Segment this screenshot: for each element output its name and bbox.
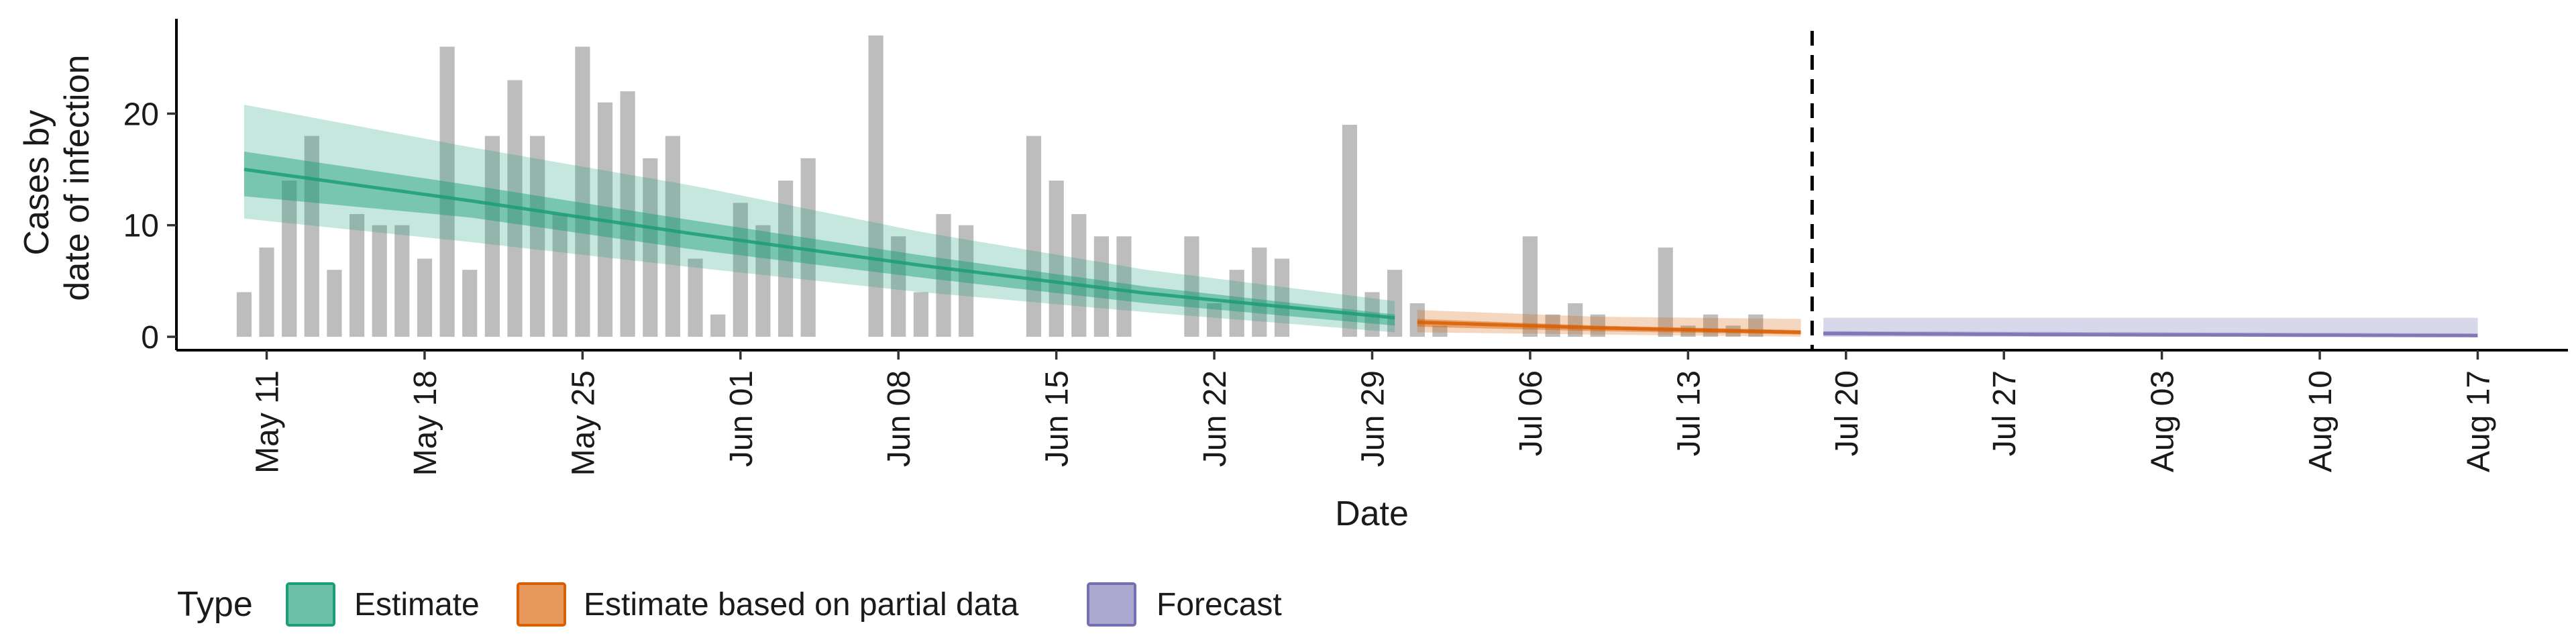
- bar-observed-cases: [1207, 303, 1222, 337]
- bar-observed-cases: [552, 214, 568, 337]
- y-tick-label: 0: [141, 320, 159, 356]
- bar-observed-cases: [800, 158, 816, 337]
- bar-observed-cases: [1252, 248, 1267, 337]
- median-line-forecast: [1823, 331, 2478, 337]
- axes: 0 10 20 May 11 May 18 May 25 Jun 01 Jun 08 Jun 1…: [123, 19, 2568, 476]
- x-tick-label: May 18: [408, 370, 443, 476]
- bar-observed-cases: [665, 136, 680, 337]
- bar-observed-cases: [1116, 236, 1132, 337]
- plot-area: [236, 31, 2478, 350]
- bar-observed-cases: [1387, 270, 1403, 337]
- bar-observed-cases: [372, 225, 387, 337]
- band-inner-estimate: [244, 151, 1395, 326]
- bar-observed-cases: [1522, 236, 1538, 337]
- bar-observed-cases: [868, 35, 883, 337]
- median-line-estimate: [244, 168, 1395, 320]
- bar-observed-cases: [439, 46, 455, 337]
- legend-key-estimate: [286, 582, 335, 627]
- x-tick-label: Jul 06: [1513, 370, 1549, 456]
- x-tick-label: May 25: [566, 370, 601, 476]
- x-tick-label: Aug 17: [2461, 370, 2497, 472]
- x-tick-label: May 11: [250, 370, 286, 474]
- x-tick-label: Jul 27: [1987, 370, 2023, 456]
- x-tick-label: Jun 22: [1197, 370, 1233, 467]
- x-tick-label: Jun 15: [1040, 370, 1075, 467]
- legend-key-forecast: [1087, 582, 1136, 627]
- x-tick-label: Jun 08: [881, 370, 917, 467]
- bar-observed-cases: [462, 270, 478, 337]
- bar-observed-cases: [1026, 136, 1042, 337]
- bar-observed-cases: [282, 180, 297, 337]
- bar-observed-cases: [417, 258, 433, 337]
- x-tick-label: Aug 03: [2145, 370, 2181, 472]
- band-outer-estimate: [244, 105, 1395, 333]
- bar-observed-cases: [350, 214, 365, 337]
- bar-observed-cases: [1071, 214, 1087, 337]
- median-line-partial: [1417, 320, 1801, 334]
- y-axis-title-line-1: Cases by: [17, 110, 56, 256]
- bar-observed-cases: [394, 225, 410, 337]
- y-tick-label: 10: [123, 209, 159, 244]
- bar-observed-cases: [710, 314, 726, 337]
- y-axis-title-line-2: date of infection: [58, 54, 97, 301]
- bar-observed-cases: [236, 292, 252, 337]
- bar-observed-cases: [1432, 325, 1448, 337]
- x-tick-label: Jul 13: [1671, 370, 1707, 456]
- bar-observed-cases: [1184, 236, 1199, 337]
- x-axis-title: Date: [1335, 494, 1409, 533]
- bar-observed-cases: [688, 258, 703, 337]
- bar-observed-cases: [1274, 258, 1290, 337]
- x-tick-label: Jun 29: [1356, 370, 1391, 467]
- bar-observed-cases: [259, 248, 274, 337]
- bar-observed-cases: [327, 270, 342, 337]
- y-axis-title: Cases by date of infection: [17, 54, 97, 301]
- legend-title: Type: [177, 585, 253, 624]
- bar-observed-cases: [1049, 180, 1064, 337]
- bar-observed-cases: [620, 91, 635, 337]
- x-tick-label: Aug 10: [2303, 370, 2339, 472]
- y-tick-label: 20: [123, 97, 159, 132]
- x-tick-label: Jun 01: [724, 370, 759, 467]
- bar-observed-cases: [643, 158, 658, 337]
- bar-observed-cases: [778, 180, 794, 337]
- bar-observed-cases: [733, 203, 748, 337]
- bar-observed-cases: [913, 292, 928, 337]
- legend-item-estimate: Estimate: [354, 587, 480, 623]
- bar-observed-cases: [1342, 125, 1357, 337]
- bar-observed-cases: [1590, 314, 1605, 337]
- x-tick-label: Jul 20: [1829, 370, 1865, 456]
- bar-observed-cases: [959, 225, 974, 337]
- bar-observed-cases: [1409, 303, 1425, 337]
- legend-item-partial: Estimate based on partial data: [584, 587, 1019, 623]
- band-outer-forecast: [1823, 317, 2478, 337]
- legend-item-forecast: Forecast: [1157, 587, 1282, 623]
- bar-observed-cases: [755, 225, 771, 337]
- bar-observed-cases: [1658, 248, 1673, 337]
- bar-observed-cases: [484, 136, 500, 337]
- bar-observed-cases: [304, 136, 319, 337]
- bar-observed-cases: [575, 46, 590, 337]
- legend: Type Estimate Estimate based on partial …: [177, 582, 1282, 627]
- bar-observed-cases: [936, 214, 951, 337]
- bar-observed-cases: [530, 136, 545, 337]
- legend-key-partial: [517, 582, 566, 627]
